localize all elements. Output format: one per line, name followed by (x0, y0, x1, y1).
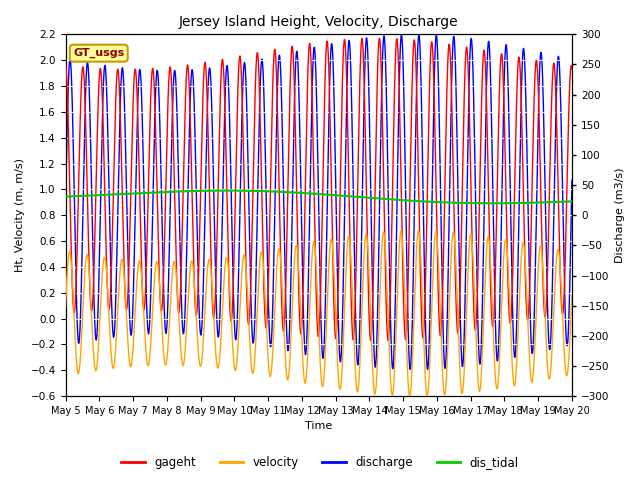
discharge (61, 206, 69, 212)
gageht (376, 36, 383, 41)
Y-axis label: Ht, Velocity (m, m/s): Ht, Velocity (m, m/s) (15, 158, 25, 272)
dis_tidal (568, 198, 575, 204)
discharge (568, 178, 576, 183)
dis_tidal (368, 195, 376, 201)
Line: velocity: velocity (65, 231, 572, 396)
velocity (520, 244, 528, 250)
dis_tidal (203, 188, 211, 193)
Text: GT_usgs: GT_usgs (73, 48, 124, 58)
Line: discharge: discharge (65, 35, 572, 370)
gageht (568, 66, 576, 72)
discharge (377, 144, 385, 150)
dis_tidal (568, 198, 576, 204)
velocity (61, 304, 69, 310)
dis_tidal (520, 200, 528, 206)
velocity (368, 344, 376, 350)
Title: Jersey Island Height, Velocity, Discharge: Jersey Island Height, Velocity, Discharg… (179, 15, 458, 29)
gageht (520, 223, 528, 228)
gageht (568, 65, 575, 71)
dis_tidal (61, 194, 69, 200)
gageht (61, 62, 69, 68)
velocity (415, 228, 422, 234)
dis_tidal (377, 196, 385, 202)
Legend: gageht, velocity, discharge, dis_tidal: gageht, velocity, discharge, dis_tidal (116, 452, 524, 474)
discharge (520, 48, 528, 54)
Line: dis_tidal: dis_tidal (65, 191, 572, 203)
dis_tidal (223, 188, 230, 193)
Line: gageht: gageht (65, 38, 572, 340)
velocity (377, 273, 385, 278)
gageht (170, 167, 178, 172)
discharge (568, 184, 575, 190)
Y-axis label: Discharge (m3/s): Discharge (m3/s) (615, 168, 625, 263)
discharge (170, 72, 178, 77)
dis_tidal (170, 189, 178, 194)
velocity (203, 273, 211, 279)
dis_tidal (488, 200, 496, 206)
X-axis label: Time: Time (305, 421, 332, 432)
gageht (203, 89, 211, 95)
discharge (406, 367, 414, 372)
gageht (367, 337, 374, 343)
discharge (368, 245, 376, 251)
discharge (203, 121, 211, 127)
gageht (368, 325, 376, 331)
discharge (415, 32, 422, 37)
velocity (568, 292, 576, 298)
velocity (406, 393, 413, 399)
velocity (170, 259, 178, 265)
velocity (568, 295, 575, 301)
gageht (377, 55, 385, 61)
